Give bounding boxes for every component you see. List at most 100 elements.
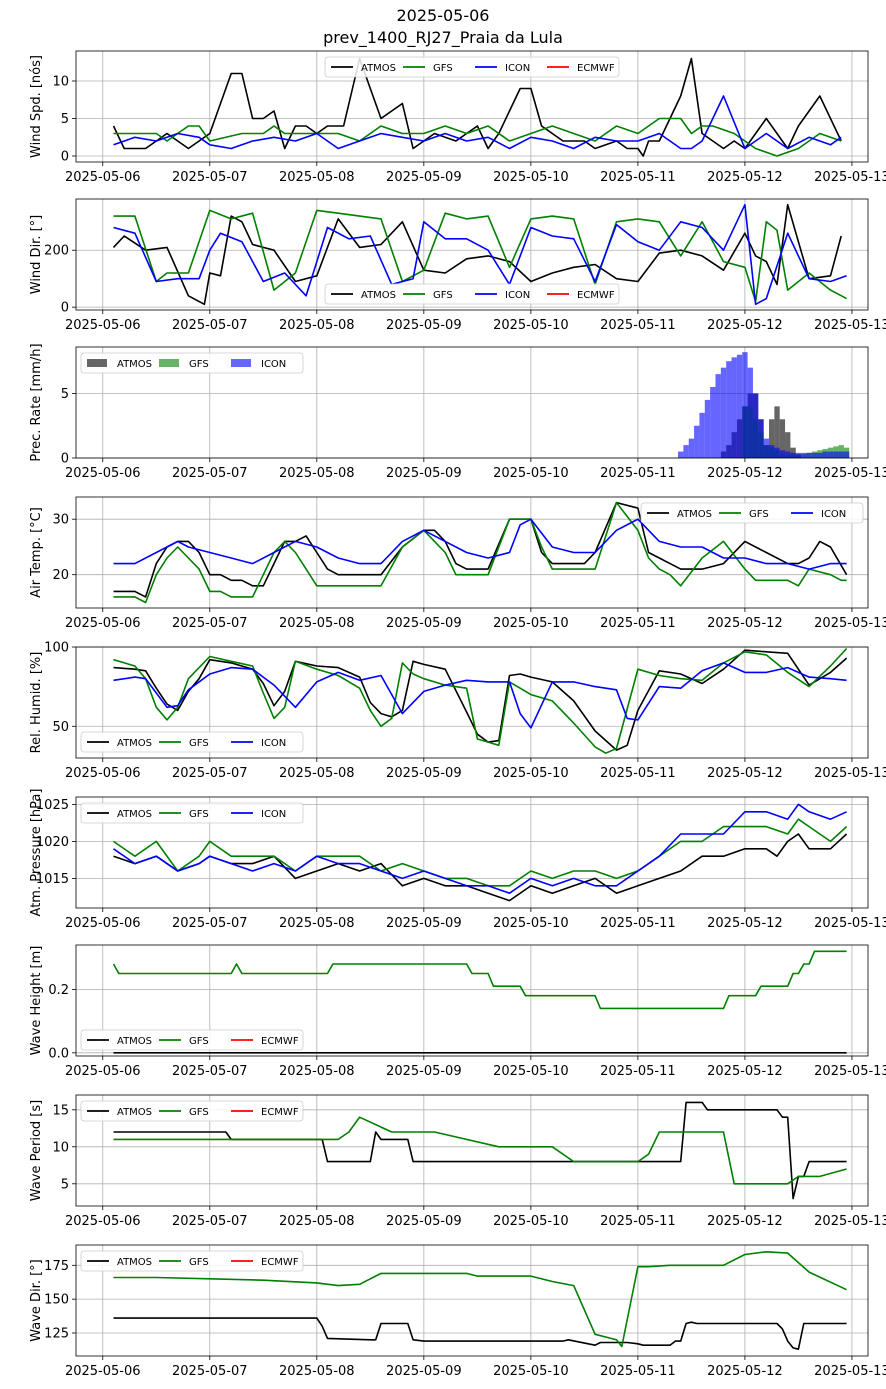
legend-label-gfs: GFS: [189, 1257, 209, 1268]
x-tick-label: 2025-05-07: [172, 1064, 248, 1079]
bar-icon: [779, 450, 786, 458]
legend-box: [324, 56, 620, 78]
y-axis-label: Prec. Rate [mm/h]: [29, 343, 44, 461]
chart-panel-2: 2025-05-06 2025-05-07 2025-05-08 2025-05-09…: [29, 198, 886, 333]
bar-atmos: [779, 419, 786, 458]
y-tick-label: 1020: [36, 835, 69, 850]
bar-icon: [747, 367, 753, 458]
series-line-gfs: [113, 501, 847, 604]
x-tick-label: 2025-05-12: [707, 616, 783, 631]
y-tick-label: 5: [61, 387, 69, 402]
legend-label-atmos: ATMOS: [117, 1036, 152, 1047]
bar-icon: [699, 412, 705, 458]
bar-icon: [843, 451, 850, 458]
x-tick-label: 2025-05-09: [386, 318, 462, 333]
bar-icon: [806, 452, 812, 458]
y-axis-label: Wave Height [m]: [29, 946, 44, 1056]
plot-frame: [75, 346, 869, 459]
legend-label-icon: ICON: [261, 809, 286, 820]
x-tick-label: 2025-05-06: [65, 318, 141, 333]
plot-frame: [75, 1094, 869, 1207]
x-tick-label: 2025-05-09: [386, 1364, 462, 1379]
plot-frame: [75, 796, 869, 909]
x-tick-label: 2025-05-10: [493, 616, 569, 631]
x-tick-label: 2025-05-12: [707, 766, 783, 781]
legend-label-icon: ICON: [505, 63, 530, 74]
series-line-icon: [113, 803, 847, 895]
x-tick-label: 2025-05-10: [493, 170, 569, 185]
y-tick-label: 20: [52, 568, 69, 583]
legend-label-atmos: ATMOS: [117, 809, 152, 820]
series-line-atmos: [112, 203, 842, 306]
x-tick-label: 2025-05-11: [600, 170, 676, 185]
legend-label-gfs: GFS: [189, 738, 209, 749]
legend-label-gfs: GFS: [189, 1036, 209, 1047]
y-axis-label: Atm. Pressure [hPa]: [29, 789, 44, 917]
legend-label-atmos: ATMOS: [117, 738, 152, 749]
x-tick-label: 2025-05-06: [65, 170, 141, 185]
x-tick-label: 2025-05-07: [172, 766, 248, 781]
y-axis-label: Wave Period [s]: [29, 1100, 44, 1201]
x-tick-label: 2025-05-11: [600, 916, 676, 931]
x-tick-label: 2025-05-13: [814, 466, 886, 481]
x-tick-label: 2025-05-13: [814, 766, 886, 781]
y-tick-label: 15: [52, 1103, 69, 1118]
legend-label-ecmwf: ECMWF: [261, 1036, 299, 1047]
series-line-atmos: [113, 833, 848, 902]
x-tick-label: 2025-05-10: [493, 466, 569, 481]
series-line-icon: [113, 518, 847, 570]
x-tick-label: 2025-05-06: [65, 466, 141, 481]
legend-label-atmos: ATMOS: [117, 1257, 152, 1268]
legend-label-atmos: ATMOS: [117, 1107, 152, 1118]
x-tick-label: 2025-05-12: [707, 466, 783, 481]
bar-icon: [704, 399, 711, 458]
x-tick-label: 2025-05-08: [279, 1364, 355, 1379]
legend-label-atmos: ATMOS: [361, 290, 396, 301]
chart-panel-8: 2025-05-06 2025-05-07 2025-05-08 2025-05-09…: [29, 1094, 886, 1229]
x-tick-label: 2025-05-09: [386, 616, 462, 631]
bar-atmos: [769, 419, 775, 458]
legend-box: [324, 283, 620, 305]
x-tick-label: 2025-05-13: [814, 318, 886, 333]
legend-label-icon: ICON: [505, 290, 530, 301]
x-tick-label: 2025-05-07: [172, 616, 248, 631]
x-tick-label: 2025-05-07: [172, 916, 248, 931]
x-tick-label: 2025-05-07: [172, 466, 248, 481]
y-tick-label: 0: [61, 452, 69, 467]
x-tick-label: 2025-05-09: [386, 466, 462, 481]
x-tick-label: 2025-05-07: [172, 318, 248, 333]
x-tick-label: 2025-05-08: [279, 1064, 355, 1079]
legend-label-icon: ICON: [261, 359, 286, 370]
legend-label-icon: ICON: [821, 509, 846, 520]
x-tick-label: 2025-05-09: [386, 170, 462, 185]
y-axis-label: Rel. Humid. [%]: [29, 652, 44, 754]
bar-icon: [833, 451, 839, 458]
x-tick-label: 2025-05-11: [600, 616, 676, 631]
y-tick-label: 200: [44, 244, 69, 259]
x-tick-label: 2025-05-07: [172, 1214, 248, 1229]
y-tick-label: 100: [44, 641, 69, 656]
x-tick-label: 2025-05-13: [814, 1064, 886, 1079]
x-tick-label: 2025-05-09: [386, 1214, 462, 1229]
y-tick-label: 175: [44, 1259, 69, 1274]
y-tick-label: 1025: [36, 798, 69, 813]
x-tick-label: 2025-05-12: [707, 1064, 783, 1079]
plot-area: [113, 803, 848, 902]
series-line-gfs: [113, 1116, 847, 1185]
x-tick-label: 2025-05-10: [493, 916, 569, 931]
series-line-icon: [113, 662, 847, 729]
legend: ATMOS GFS ECMWF: [80, 1250, 304, 1272]
plot-area: [112, 950, 847, 1054]
y-tick-label: 0: [61, 301, 69, 316]
bar-icon: [683, 445, 689, 458]
bar-icon: [790, 452, 796, 458]
x-tick-label: 2025-05-06: [65, 766, 141, 781]
legend-label-atmos: ATMOS: [677, 509, 712, 520]
bar-atmos: [785, 432, 791, 458]
legend-box: [80, 1100, 304, 1122]
x-tick-label: 2025-05-11: [600, 1364, 676, 1379]
figure-title: 2025-05-06: [396, 6, 490, 25]
plot-frame: [75, 1244, 869, 1357]
bar-icon: [817, 452, 823, 458]
